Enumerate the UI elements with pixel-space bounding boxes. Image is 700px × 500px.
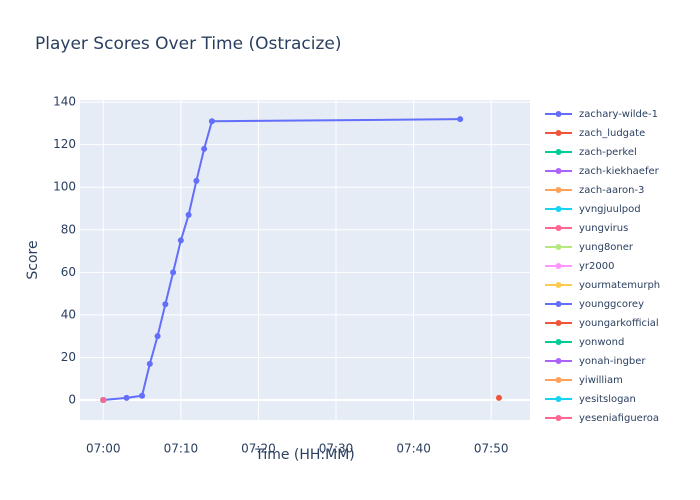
- legend-label: yungvirus: [579, 223, 628, 234]
- legend-label: yesitslogan: [579, 394, 636, 405]
- legend-label: yr2000: [579, 261, 614, 272]
- y-axis-title: Score: [25, 240, 41, 279]
- legend-label: zach-perkel: [579, 147, 637, 158]
- data-point: [457, 116, 464, 123]
- y-tick-label: 60: [61, 265, 76, 279]
- legend-marker: [555, 168, 562, 174]
- legend-marker: [555, 225, 562, 231]
- legend-label: zach-kiekhaefer: [579, 166, 660, 177]
- legend-marker: [555, 263, 562, 269]
- legend-marker: [555, 396, 562, 402]
- legend-label: zach-aaron-3: [579, 185, 644, 196]
- data-point: [162, 301, 169, 308]
- legend-marker: [555, 206, 562, 212]
- y-tick-label: 0: [68, 393, 76, 407]
- data-point: [177, 237, 184, 244]
- data-point: [139, 392, 146, 399]
- y-tick-label: 40: [61, 307, 76, 321]
- plot-area: [80, 100, 530, 420]
- data-point: [170, 269, 177, 276]
- legend-marker: [555, 320, 562, 326]
- data-point: [123, 394, 130, 401]
- legend-marker: [555, 130, 562, 136]
- data-point: [495, 394, 502, 401]
- data-point: [201, 145, 208, 152]
- legend-marker: [555, 282, 562, 288]
- chart-title: Player Scores Over Time (Ostracize): [35, 34, 342, 54]
- legend-marker: [555, 377, 562, 383]
- data-point: [146, 360, 153, 367]
- x-axis-title: Time (HH:MM): [254, 447, 355, 463]
- legend-label: yonwond: [579, 337, 624, 348]
- legend-label: yonah-ingber: [579, 356, 646, 367]
- x-tick-label: 07:40: [396, 442, 431, 456]
- data-point: [185, 211, 192, 218]
- legend-marker: [555, 358, 562, 364]
- legend-marker: [555, 244, 562, 250]
- y-tick-label: 80: [61, 222, 76, 236]
- x-tick-label: 07:50: [474, 442, 509, 456]
- data-point: [100, 397, 107, 403]
- legend-marker: [555, 111, 562, 117]
- legend-marker: [555, 301, 562, 307]
- legend-label: yeseniafigueroa: [579, 413, 659, 424]
- legend-marker: [555, 415, 562, 421]
- legend-label: yourmatemurph: [579, 280, 660, 291]
- data-point: [154, 333, 161, 340]
- x-tick-label: 07:20: [241, 442, 276, 456]
- y-tick-label: 100: [53, 180, 76, 194]
- legend-label: zach_ludgate: [579, 128, 645, 139]
- legend-label: zachary-wilde-1: [579, 109, 658, 120]
- data-point: [208, 118, 215, 125]
- legend-marker: [555, 149, 562, 155]
- y-tick-label: 120: [53, 137, 76, 151]
- legend-label: yiwilliam: [579, 375, 623, 386]
- legend-marker: [555, 339, 562, 345]
- legend-marker: [555, 187, 562, 193]
- x-tick-label: 07:00: [86, 442, 121, 456]
- x-tick-label: 07:10: [164, 442, 199, 456]
- y-tick-label: 20: [61, 350, 76, 364]
- y-tick-label: 140: [53, 95, 76, 109]
- legend-label: yung8oner: [579, 242, 634, 253]
- data-point: [193, 177, 200, 184]
- legend-label: youngarkofficial: [579, 318, 659, 329]
- legend-label: yvngjuulpod: [579, 204, 641, 215]
- x-tick-label: 07:30: [319, 442, 354, 456]
- legend-label: younggcorey: [579, 299, 644, 310]
